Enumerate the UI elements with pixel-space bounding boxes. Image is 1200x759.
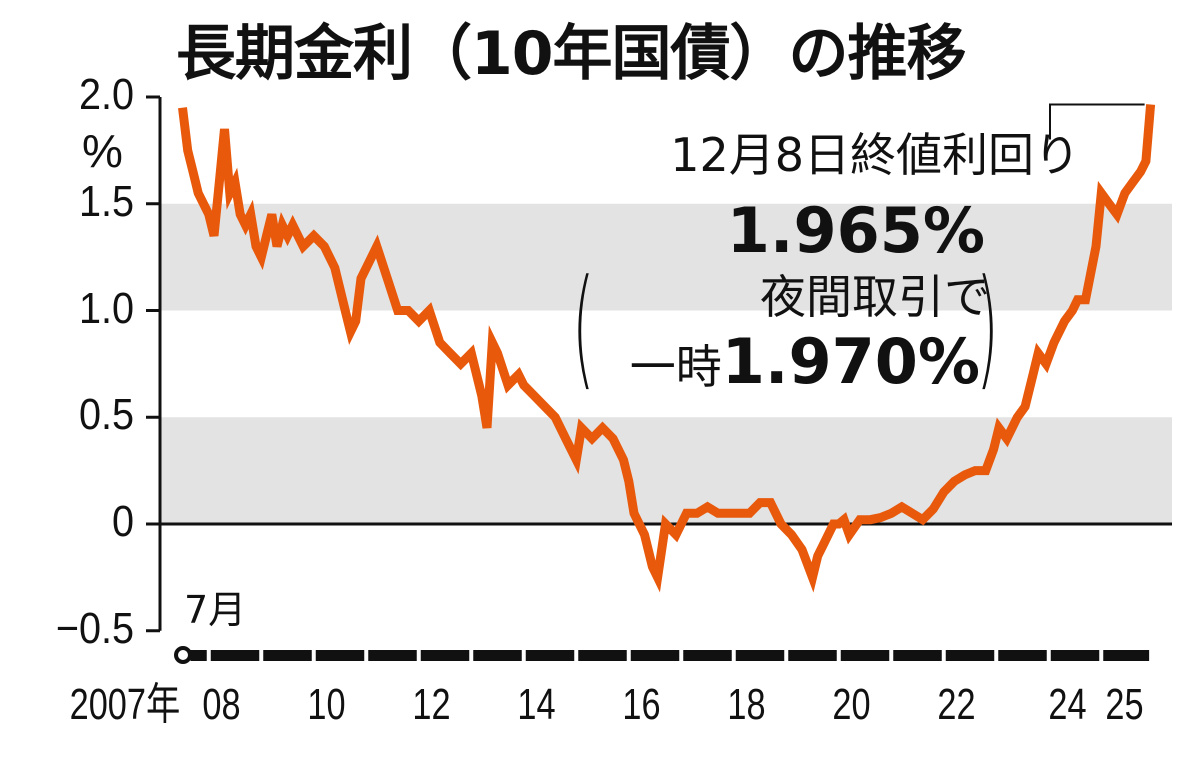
y-tick-label: 2.0 (78, 70, 134, 119)
x-axis-timeline (174, 646, 1150, 664)
y-tick-label: −0.5 (55, 603, 134, 653)
y-tick-label: 1.0 (78, 283, 134, 333)
x-tick-label: 08 (202, 680, 241, 729)
x-tick-label: 14 (517, 680, 556, 729)
annotation-open-paren: ( (571, 251, 595, 403)
chart-title: 長期金利（10年国債）の推移 (176, 19, 966, 89)
x-tick-label: 16 (622, 680, 661, 729)
x-tick-label: 2007年 (69, 680, 181, 729)
annotation-intraday-value: 1.970% (721, 325, 980, 398)
x-tick-label: 22 (937, 680, 976, 729)
y-tick-label: 0.5 (78, 390, 134, 440)
x-tick-label: 18 (727, 680, 766, 729)
x-tick-label: 20 (832, 680, 871, 729)
annotation-date-label: 12月8日終値利回り (670, 128, 1080, 182)
annotation-night-trading: 夜間取引で (760, 270, 990, 324)
annotation-close-paren: ) (975, 251, 999, 403)
start-month-label: 7月 (184, 588, 247, 632)
x-tick-label: 24 (1048, 680, 1087, 729)
x-tick-label: 25 (1105, 680, 1144, 729)
annotation-close-value: 1.965% (726, 194, 985, 267)
annotation-intraday: 一時1.970% (560, 331, 980, 397)
start-circle-marker (174, 646, 192, 664)
x-tick-label: 10 (307, 680, 346, 729)
y-tick-label: 0 (111, 497, 134, 546)
callout-leader-line (1049, 103, 1145, 140)
yield-line (178, 104, 1156, 593)
y-axis-unit: % (82, 125, 123, 177)
annotation-intraday-prefix: 一時 (629, 340, 722, 394)
x-tick-label: 12 (412, 680, 451, 729)
y-tick-label: 1.5 (78, 176, 134, 226)
shaded-band (160, 417, 1172, 524)
